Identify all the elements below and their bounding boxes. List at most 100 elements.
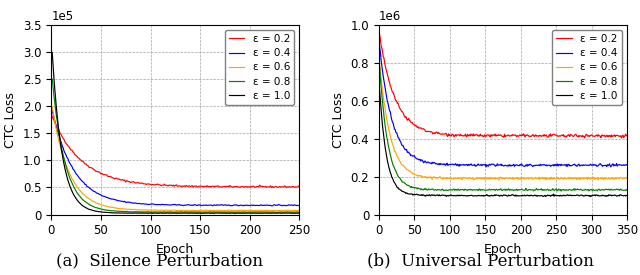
ε = 0.4 [150, 203, 158, 206]
ε = 0.2 [522, 134, 530, 137]
ε = 0.8 [296, 210, 303, 214]
ε = 0.8 [148, 210, 156, 214]
ε = 1.0 [287, 211, 294, 215]
X-axis label: Epoch: Epoch [156, 243, 195, 256]
Text: 1e6: 1e6 [379, 10, 401, 23]
ε = 0.8 [376, 65, 383, 69]
Line: ε = 1.0: ε = 1.0 [52, 52, 300, 213]
ε = 0.2 [490, 134, 498, 137]
Text: 1e5: 1e5 [51, 10, 74, 23]
ε = 0.4 [268, 204, 275, 208]
ε = 0.8 [191, 210, 199, 214]
ε = 0.8 [490, 188, 498, 191]
Legend: ε = 0.2, ε = 0.4, ε = 0.6, ε = 0.8, ε = 1.0: ε = 0.2, ε = 0.4, ε = 0.6, ε = 0.8, ε = … [225, 30, 294, 105]
ε = 0.2 [191, 185, 199, 188]
ε = 0.6 [191, 209, 199, 212]
Line: ε = 0.2: ε = 0.2 [52, 116, 300, 188]
ε = 0.2 [442, 132, 449, 135]
Line: ε = 0.4: ε = 0.4 [380, 47, 627, 167]
ε = 0.4 [148, 203, 156, 206]
ε = 1.0 [49, 51, 56, 54]
ε = 0.6 [442, 177, 449, 180]
ε = 0.6 [89, 200, 97, 203]
ε = 0.4 [482, 165, 490, 169]
ε = 0.2 [621, 135, 628, 138]
ε = 0.2 [283, 186, 291, 189]
ε = 0.6 [490, 177, 498, 180]
ε = 0.4 [49, 109, 56, 112]
ε = 0.4 [89, 189, 97, 192]
ε = 0.4 [287, 204, 294, 207]
ε = 0.8 [522, 187, 530, 190]
X-axis label: Epoch: Epoch [484, 243, 522, 256]
ε = 1.0 [193, 211, 200, 215]
ε = 1.0 [522, 194, 530, 197]
Line: ε = 0.8: ε = 0.8 [380, 67, 627, 191]
ε = 1.0 [376, 89, 383, 93]
ε = 0.4 [376, 45, 383, 48]
ε = 0.4 [508, 164, 516, 167]
Line: ε = 0.6: ε = 0.6 [52, 107, 300, 211]
Y-axis label: CTC Loss: CTC Loss [332, 92, 345, 148]
ε = 0.8 [89, 205, 97, 208]
ε = 1.0 [623, 194, 631, 197]
ε = 0.4 [296, 204, 303, 207]
ε = 0.6 [296, 209, 303, 212]
ε = 0.2 [150, 183, 158, 186]
ε = 0.4 [491, 163, 499, 167]
ε = 0.8 [49, 77, 56, 81]
ε = 0.8 [150, 210, 158, 213]
ε = 0.2 [618, 136, 625, 140]
ε = 0.6 [49, 105, 56, 108]
ε = 0.2 [49, 115, 56, 118]
ε = 0.2 [296, 185, 303, 188]
ε = 0.8 [442, 188, 449, 192]
ε = 0.2 [612, 134, 620, 137]
ε = 0.4 [621, 164, 628, 167]
ε = 0.8 [274, 211, 282, 214]
ε = 1.0 [220, 211, 228, 215]
ε = 1.0 [152, 211, 159, 215]
ε = 0.2 [148, 183, 156, 187]
ε = 0.6 [508, 177, 515, 180]
Line: ε = 0.6: ε = 0.6 [380, 64, 627, 180]
ε = 1.0 [490, 194, 498, 197]
ε = 0.2 [219, 185, 227, 188]
ε = 0.6 [623, 178, 631, 181]
ε = 0.6 [376, 62, 383, 66]
Y-axis label: CTC Loss: CTC Loss [4, 92, 17, 148]
ε = 1.0 [148, 211, 156, 215]
ε = 0.4 [442, 164, 449, 167]
ε = 0.8 [508, 188, 515, 192]
ε = 0.2 [623, 135, 631, 138]
ε = 0.4 [191, 203, 199, 207]
ε = 0.6 [522, 177, 530, 180]
ε = 0.2 [287, 186, 294, 189]
ε = 0.6 [613, 177, 621, 180]
ε = 1.0 [621, 194, 628, 197]
Legend: ε = 0.2, ε = 0.4, ε = 0.6, ε = 0.8, ε = 1.0: ε = 0.2, ε = 0.4, ε = 0.6, ε = 0.8, ε = … [552, 30, 622, 105]
ε = 0.6 [595, 178, 602, 182]
ε = 0.4 [523, 163, 531, 166]
Line: ε = 1.0: ε = 1.0 [380, 91, 627, 197]
Line: ε = 0.8: ε = 0.8 [52, 79, 300, 212]
Line: ε = 0.4: ε = 0.4 [52, 111, 300, 206]
ε = 0.4 [219, 204, 227, 207]
ε = 0.4 [613, 164, 621, 168]
Text: (b)  Universal Perturbation: (b) Universal Perturbation [367, 252, 593, 270]
ε = 1.0 [148, 212, 156, 215]
ε = 0.6 [621, 177, 628, 180]
ε = 1.0 [296, 212, 303, 215]
ε = 0.6 [150, 208, 158, 212]
Text: (a)  Silence Perturbation: (a) Silence Perturbation [56, 252, 264, 270]
ε = 0.4 [623, 164, 631, 167]
ε = 0.8 [219, 210, 227, 214]
ε = 0.6 [148, 208, 156, 212]
ε = 1.0 [508, 193, 515, 196]
ε = 0.2 [376, 33, 383, 37]
ε = 0.8 [621, 189, 628, 192]
ε = 0.6 [220, 209, 228, 212]
ε = 1.0 [89, 209, 97, 212]
ε = 0.8 [287, 210, 294, 214]
ε = 0.8 [557, 189, 565, 193]
